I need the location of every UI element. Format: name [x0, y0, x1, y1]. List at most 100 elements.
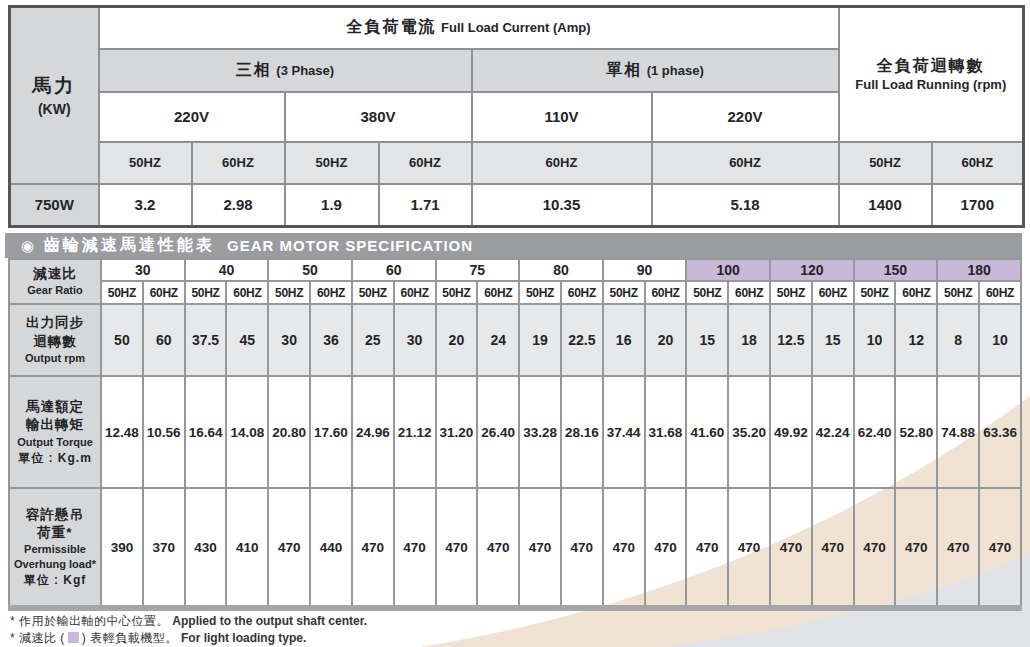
current-value-cell: 1.71: [379, 184, 472, 227]
footnotes: * 作用於輸出軸的中心位置。 Applied to the output sha…: [10, 613, 367, 647]
overhung-cell: 470: [979, 488, 1021, 608]
footnote-1-en: Applied to the output shaft center.: [172, 614, 367, 628]
overhung-zh2: 荷重*: [10, 524, 100, 542]
ratio-cell-light: 100: [686, 259, 770, 281]
torque-cell: 33.28: [519, 376, 561, 488]
torque-cell: 42.24: [812, 376, 854, 488]
ratio-cell-light: 150: [854, 259, 938, 281]
current-value-cell: 3.2: [99, 184, 192, 227]
torque-cell: 49.92: [770, 376, 812, 488]
overhung-cell: 470: [770, 488, 812, 608]
hz-cell: 60HZ: [932, 142, 1024, 184]
rpm-value-cell: 1400: [839, 184, 932, 227]
hz-cell: 60HZ: [394, 281, 436, 304]
overhung-cell: 470: [477, 488, 519, 608]
rpm-cell: 16: [603, 304, 645, 376]
frequency-row: 50HZ 60HZ 50HZ 60HZ 60HZ 60HZ 50HZ 60HZ: [10, 142, 1024, 184]
overhung-cell: 430: [185, 488, 227, 608]
spec-frequency-row: 50HZ 60HZ 50HZ 60HZ 50HZ 60HZ 50HZ 60HZ …: [9, 281, 1021, 304]
ratio-cell: 80: [519, 259, 603, 281]
rpm-cell: 25: [352, 304, 394, 376]
current-value-cell: 10.35: [472, 184, 652, 227]
hz-cell: 60HZ: [143, 281, 185, 304]
rpm-cell: 19: [519, 304, 561, 376]
hz-cell: 60HZ: [979, 281, 1021, 304]
hz-cell: 60HZ: [728, 281, 770, 304]
single-phase-zh: 單相: [606, 61, 642, 78]
output-torque-label-cell: 馬達額定 輸出轉矩 Output Torque 單位 : Kg.m: [9, 376, 101, 488]
overhung-cell: 470: [352, 488, 394, 608]
rpm-cell: 20: [645, 304, 687, 376]
gear-ratio-zh: 減速比: [10, 265, 100, 283]
overhung-cell: 410: [226, 488, 268, 608]
torque-cell: 12.48: [101, 376, 143, 488]
overhung-en2: Overhung load*: [10, 557, 100, 572]
output-rpm-label-cell: 出力同步 迴轉數 Output rpm: [9, 304, 101, 376]
overhung-cell: 470: [603, 488, 645, 608]
hz-cell: 50HZ: [937, 281, 979, 304]
full-load-current-en: Full Load Current (Amp): [441, 20, 591, 35]
gear-motor-spec-table: 減速比 Gear Ratio 30 40 50 60 75 80 90 100 …: [8, 258, 1022, 611]
ratio-cell: 50: [268, 259, 352, 281]
hz-cell: 50HZ: [101, 281, 143, 304]
overhung-cell: 370: [143, 488, 185, 608]
rpm-cell: 12: [895, 304, 937, 376]
hz-cell: 60HZ: [895, 281, 937, 304]
rpm-cell: 12.5: [770, 304, 812, 376]
rpm-cell: 18: [728, 304, 770, 376]
overhung-zh1: 容許懸吊: [10, 506, 100, 524]
overhung-cell: 470: [895, 488, 937, 608]
hz-cell: 50HZ: [285, 142, 379, 184]
output-rpm-zh1: 出力同步: [10, 314, 100, 332]
hz-cell: 50HZ: [519, 281, 561, 304]
overhung-cell: 470: [394, 488, 436, 608]
torque-cell: 17.60: [310, 376, 352, 488]
hz-cell: 60HZ: [226, 281, 268, 304]
rpm-cell: 10: [979, 304, 1021, 376]
torque-cell: 52.80: [895, 376, 937, 488]
full-load-current-zh: 全負荷電流: [347, 18, 437, 35]
torque-cell: 26.40: [477, 376, 519, 488]
torque-cell: 21.12: [394, 376, 436, 488]
rpm-cell: 50: [101, 304, 143, 376]
horsepower-label-zh: 馬力: [11, 73, 98, 99]
overhung-cell: 440: [310, 488, 352, 608]
gear-ratio-label-cell: 減速比 Gear Ratio: [9, 259, 101, 304]
rpm-cell: 45: [226, 304, 268, 376]
output-torque-row: 馬達額定 輸出轉矩 Output Torque 單位 : Kg.m 12.48 …: [9, 376, 1021, 488]
rpm-cell: 36: [310, 304, 352, 376]
section-title-en: GEAR MOTOR SPECIFICATION: [227, 237, 473, 254]
current-title-row: 馬力 (KW) 全負荷電流 Full Load Current (Amp) 全負…: [10, 7, 1024, 49]
hz-cell: 60HZ: [472, 142, 652, 184]
section-header-band: ◉ 齒輪減速馬達性能表 GEAR MOTOR SPECIFICATION: [5, 233, 1022, 258]
hz-cell: 50HZ: [185, 281, 227, 304]
torque-cell: 62.40: [854, 376, 896, 488]
overhung-cell: 470: [436, 488, 478, 608]
model-cell: 750W: [10, 184, 99, 227]
current-value-cell: 1.9: [285, 184, 379, 227]
rpm-cell: 22.5: [561, 304, 603, 376]
overhung-unit: 單位 : Kgf: [10, 572, 100, 588]
rpm-value-cell: 1700: [932, 184, 1024, 227]
gear-motor-spec-page: 馬力 (KW) 全負荷電流 Full Load Current (Amp) 全負…: [0, 0, 1030, 647]
light-type-color-swatch: [68, 632, 79, 643]
torque-cell: 74.88: [937, 376, 979, 488]
hz-cell: 50HZ: [839, 142, 932, 184]
full-load-running-zh: 全負荷迴轉數: [840, 56, 1023, 77]
full-load-running-en: Full Load Running (rpm): [840, 77, 1023, 92]
rpm-cell: 15: [686, 304, 728, 376]
torque-cell: 28.16: [561, 376, 603, 488]
torque-unit: 單位 : Kg.m: [10, 450, 100, 466]
torque-cell: 14.08: [226, 376, 268, 488]
hz-cell: 50HZ: [770, 281, 812, 304]
bullseye-icon: ◉: [21, 238, 34, 253]
voltage-cell: 380V: [285, 92, 472, 142]
voltage-cell: 220V: [99, 92, 285, 142]
torque-cell: 31.20: [436, 376, 478, 488]
ratio-cell: 40: [185, 259, 269, 281]
torque-cell: 63.36: [979, 376, 1021, 488]
hz-cell: 60HZ: [192, 142, 285, 184]
overhung-cell: 390: [101, 488, 143, 608]
ratio-cell-light: 120: [770, 259, 854, 281]
overhung-cell: 470: [645, 488, 687, 608]
